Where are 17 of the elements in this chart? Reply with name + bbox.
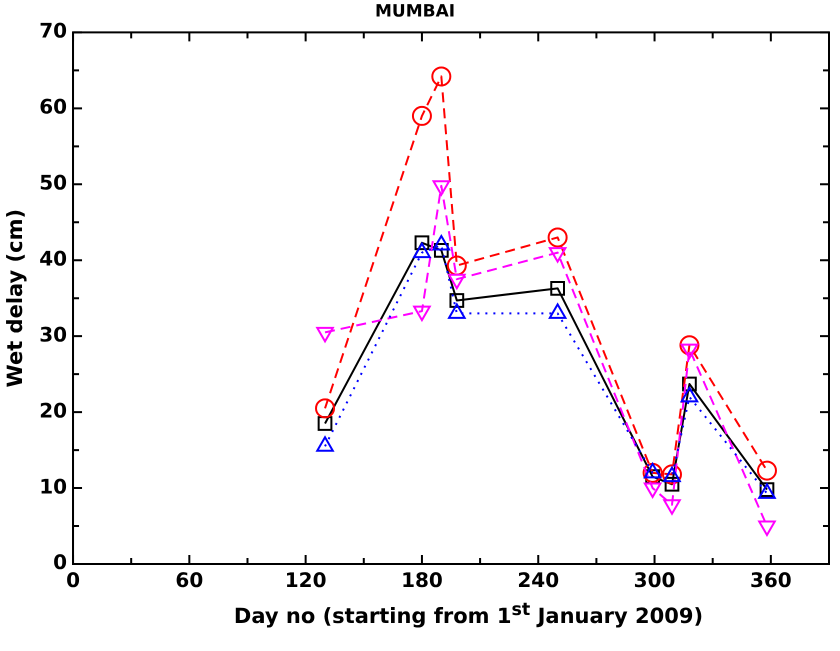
y-tick-label: 30: [39, 322, 68, 346]
y-tick-label: 40: [39, 246, 68, 270]
x-tick-label: 120: [284, 568, 327, 592]
y-tick-label: 20: [39, 398, 68, 422]
x-tick-label: 360: [750, 568, 792, 592]
y-axis-title: Wet delay (cm): [3, 208, 28, 388]
x-tick-label: 180: [401, 568, 443, 592]
x-axis-title: Day no (starting from 1$^{st}$ January 2009): [232, 600, 704, 628]
y-tick-label: 50: [39, 170, 68, 194]
x-tick-label: 240: [517, 568, 560, 592]
x-tick-label: 300: [634, 568, 676, 592]
x-tick-label: 60: [175, 568, 204, 592]
y-tick-label: 0: [53, 550, 68, 574]
chart-title: MUMBAI: [374, 2, 456, 22]
y-tick-label: 60: [39, 94, 68, 119]
y-tick-label: 70: [39, 18, 68, 43]
y-tick-label: 10: [39, 474, 68, 498]
